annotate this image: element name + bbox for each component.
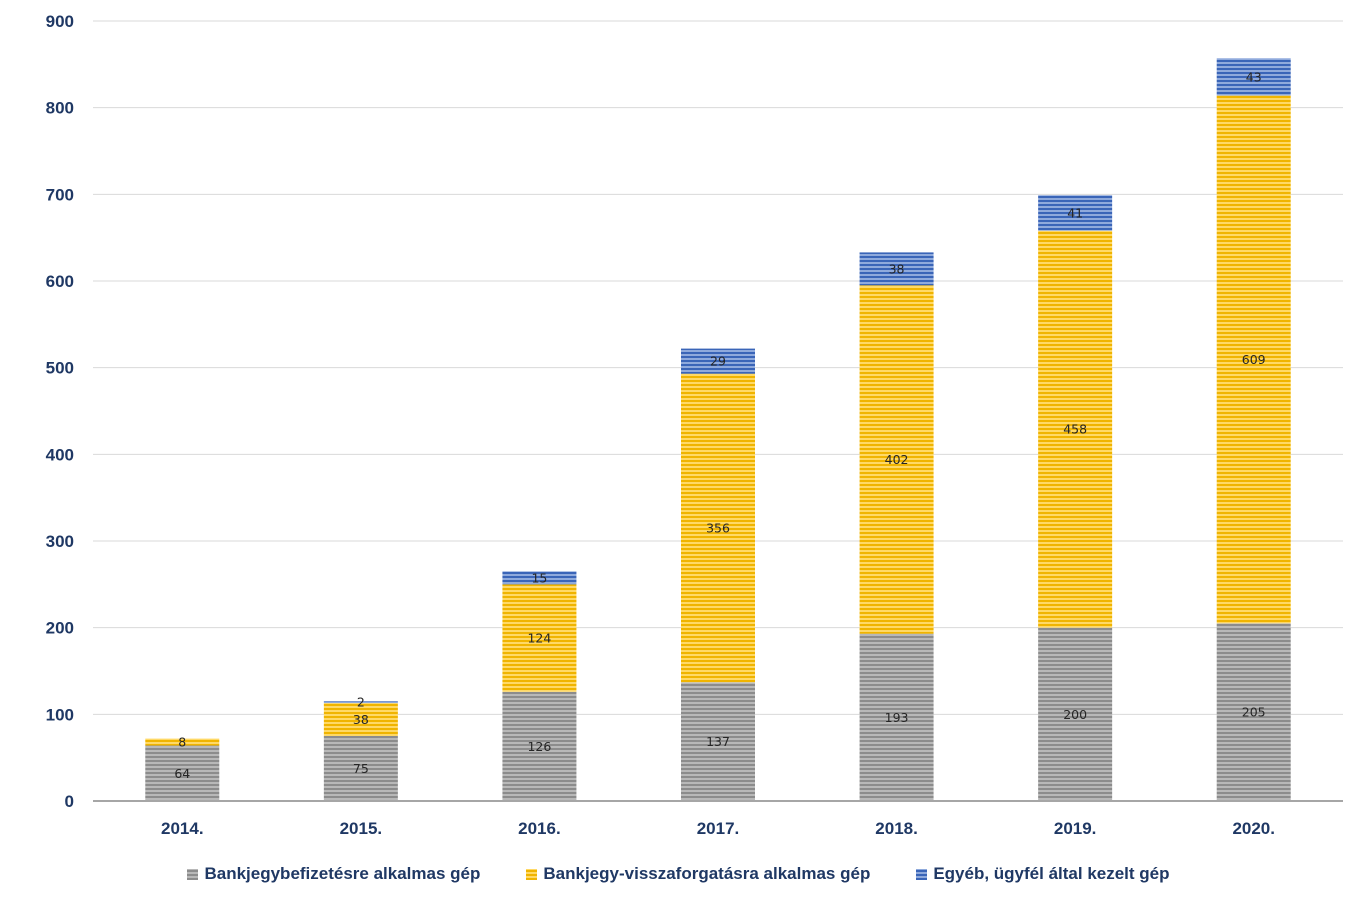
x-tick-label: 2014. bbox=[161, 819, 204, 838]
data-label: 356 bbox=[706, 521, 730, 536]
legend-item-egyeb[interactable]: Egyéb, ügyfél által kezelt gép bbox=[916, 864, 1170, 884]
bar-segment[interactable] bbox=[145, 745, 220, 801]
data-label: 402 bbox=[885, 452, 909, 467]
bar-segment[interactable] bbox=[502, 584, 577, 692]
y-tick-label: 600 bbox=[46, 272, 74, 291]
legend-swatch-yellow bbox=[526, 868, 538, 880]
legend-label: Bankjegy-visszaforgatásra alkalmas gép bbox=[543, 864, 871, 883]
data-label: 8 bbox=[178, 735, 186, 750]
bar-segment[interactable] bbox=[1038, 195, 1113, 231]
bar-segment[interactable] bbox=[502, 691, 577, 801]
data-label: 2 bbox=[357, 695, 365, 710]
data-label: 43 bbox=[1246, 69, 1262, 84]
bar-segment[interactable] bbox=[502, 571, 577, 585]
x-tick-label: 2017. bbox=[697, 819, 740, 838]
bar-segment[interactable] bbox=[1038, 230, 1113, 628]
bar-segment[interactable] bbox=[681, 373, 755, 683]
bar-segment[interactable] bbox=[859, 285, 934, 634]
bar-segment[interactable] bbox=[1038, 627, 1113, 801]
bar-segment[interactable] bbox=[145, 738, 220, 746]
data-label: 200 bbox=[1063, 707, 1087, 722]
legend: Bankjegybefizetésre alkalmas gép Bankjeg… bbox=[0, 864, 1357, 884]
y-tick-label: 300 bbox=[46, 532, 74, 551]
bar-series: 64 8 75 38 2 126 124 15 137 356 29 193 402 38 200 458 41… bbox=[145, 58, 1291, 801]
y-tick-label: 100 bbox=[46, 705, 74, 724]
bar-segment[interactable] bbox=[681, 682, 755, 801]
data-label: 15 bbox=[531, 570, 547, 585]
bar-segment[interactable] bbox=[1216, 95, 1291, 624]
data-label: 137 bbox=[706, 734, 730, 749]
data-label: 64 bbox=[174, 766, 190, 781]
x-tick-label: 2019. bbox=[1054, 819, 1097, 838]
x-tick-label: 2015. bbox=[340, 819, 383, 838]
y-tick-label: 400 bbox=[46, 445, 74, 464]
y-tick-label: 500 bbox=[46, 359, 74, 378]
x-tick-label: 2018. bbox=[875, 819, 918, 838]
bar-segment[interactable] bbox=[681, 348, 755, 374]
y-tick-label: 700 bbox=[46, 185, 74, 204]
data-label: 205 bbox=[1242, 705, 1266, 720]
data-label: 38 bbox=[353, 712, 369, 727]
y-axis: 0 100 200 300 400 500 600 700 800 900 bbox=[46, 12, 74, 811]
data-label: 124 bbox=[527, 631, 551, 646]
y-tick-label: 0 bbox=[65, 792, 74, 811]
bar-segment[interactable] bbox=[859, 252, 934, 286]
bar-segment[interactable] bbox=[859, 633, 934, 801]
data-label: 29 bbox=[710, 354, 726, 369]
legend-item-bankjegybefizetes[interactable]: Bankjegybefizetésre alkalmas gép bbox=[187, 864, 480, 884]
y-tick-label: 800 bbox=[46, 99, 74, 118]
data-label: 126 bbox=[527, 739, 551, 754]
data-label: 41 bbox=[1067, 205, 1083, 220]
bar-segment[interactable] bbox=[323, 703, 398, 736]
legend-label: Bankjegybefizetésre alkalmas gép bbox=[204, 864, 481, 883]
data-label: 458 bbox=[1063, 422, 1087, 437]
bar-segment[interactable] bbox=[1216, 623, 1291, 801]
y-tick-label: 900 bbox=[46, 12, 74, 31]
y-tick-label: 200 bbox=[46, 619, 74, 638]
legend-item-bankjegy-visszaforgatas[interactable]: Bankjegy-visszaforgatásra alkalmas gép bbox=[526, 864, 870, 884]
x-axis: 2014. 2015. 2016. 2017. 2018. 2019. 2020. bbox=[93, 800, 1343, 838]
data-label: 609 bbox=[1242, 352, 1266, 367]
bar-segment[interactable] bbox=[1216, 58, 1291, 96]
data-label: 193 bbox=[885, 710, 909, 725]
bar-segment[interactable] bbox=[323, 736, 398, 801]
legend-label: Egyéb, ügyfél által kezelt gép bbox=[933, 864, 1170, 883]
legend-swatch-gray bbox=[187, 868, 199, 880]
bar-segment[interactable] bbox=[323, 701, 398, 704]
x-tick-label: 2020. bbox=[1232, 819, 1275, 838]
x-tick-label: 2016. bbox=[518, 819, 561, 838]
legend-swatch-blue bbox=[916, 868, 928, 880]
data-label: 38 bbox=[889, 261, 905, 276]
stacked-bar-chart: 0 100 200 300 400 500 600 700 800 900 64 8 75 38 2 126… bbox=[46, 12, 1343, 838]
data-label: 75 bbox=[353, 761, 369, 776]
